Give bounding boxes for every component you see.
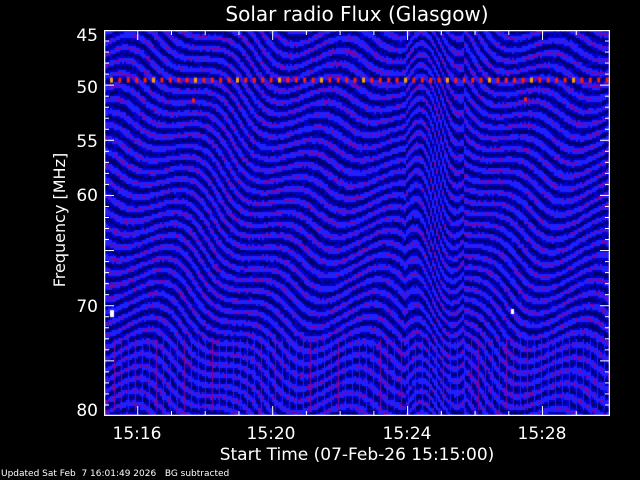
y-tick-label: 70 (76, 297, 98, 317)
x-axis-label: Start Time (07-Feb-26 15:15:00) (219, 445, 495, 465)
updated-timestamp: Updated Sat Feb 7 16:01:49 2026 (1, 469, 157, 479)
x-tick-label: 15:16 (112, 424, 162, 444)
plot-area (104, 30, 610, 416)
chart-title: Solar radio Flux (Glasgow) (225, 2, 489, 26)
y-tick-label: 50 (76, 78, 98, 98)
plot-border (104, 30, 610, 416)
y-axis-label: Frequency [MHz] (50, 152, 69, 288)
y-tick-label: 45 (76, 26, 98, 46)
spectrogram-heatmap (104, 30, 610, 416)
y-tick-label: 55 (76, 132, 98, 152)
x-tick-label: 15:24 (382, 424, 432, 444)
footer-status: Updated Sat Feb 7 16:01:49 2026 BG subtr… (1, 469, 229, 480)
x-tick-label: 15:20 (246, 424, 296, 444)
plot-frame (104, 30, 610, 416)
x-tick-label: 15:28 (517, 424, 567, 444)
bg-subtracted-note: BG subtracted (164, 469, 230, 479)
y-tick-label: 60 (76, 186, 98, 206)
y-tick-label: 80 (76, 401, 98, 421)
